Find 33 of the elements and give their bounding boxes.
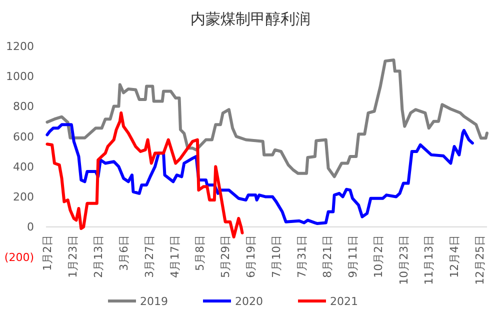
x-tick-label: 12月4日 [448,234,462,278]
y-tick-label: 0 [27,220,34,234]
x-tick-label: 3月27日 [142,234,156,278]
x-tick-label: 9月11日 [346,234,360,278]
y-tick-label: 600 [13,130,34,144]
y-tick-label: (200) [4,250,34,264]
chart-title: 内蒙煤制甲醇利润 [190,10,310,28]
x-tick-label: 5月8日 [194,234,207,271]
x-tick-label: 5月29日 [219,234,232,278]
x-tick-label: 7月10日 [270,234,284,278]
line-series [46,58,488,178]
line-series [46,111,244,238]
x-tick-label: 4月17日 [168,234,182,278]
legend-label: 2020 [235,294,263,308]
x-tick-label: 1月23日 [66,234,80,278]
x-tick-label: 10月2日 [372,234,385,278]
y-tick-label: 800 [13,100,34,114]
y-tick-label: 1200 [6,40,34,53]
x-tick-label: 12月25日 [474,234,487,285]
x-tick-label: 7月31日 [295,234,308,278]
legend-label: 2019 [140,294,168,308]
x-tick-label: 1月2日 [41,234,54,271]
x-tick-label: 11月13日 [422,234,436,285]
legend-label: 2021 [330,294,358,308]
y-tick-label: 200 [13,190,34,204]
x-tick-label: 10月23日 [397,234,410,285]
x-tick-label: 2月13日 [92,234,105,278]
line-series [46,123,474,226]
x-tick-label: 6月19日 [244,234,258,278]
y-tick-label: 400 [13,160,34,174]
y-tick-label: 1000 [6,70,34,83]
x-tick-label: 8月21日 [320,234,334,278]
x-tick-label: 3月6日 [117,234,130,271]
